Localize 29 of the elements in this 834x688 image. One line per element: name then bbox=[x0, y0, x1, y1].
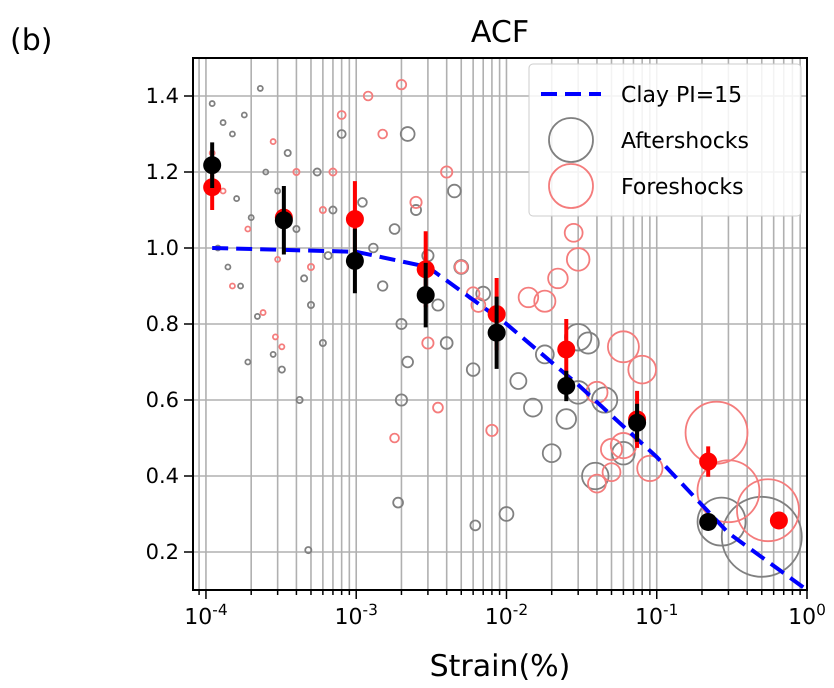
point bbox=[628, 414, 646, 432]
y-tick-label: 0.6 bbox=[146, 388, 179, 412]
point bbox=[203, 156, 222, 174]
y-tick-label: 1.0 bbox=[146, 236, 179, 260]
point bbox=[488, 324, 506, 342]
x-tick-label: 10$^{-1}$ bbox=[635, 601, 678, 630]
x-tick-label: 10$^{-3}$ bbox=[334, 601, 378, 630]
point bbox=[346, 210, 364, 228]
point bbox=[557, 340, 576, 358]
point bbox=[770, 511, 788, 530]
point bbox=[699, 452, 718, 471]
point bbox=[416, 286, 435, 304]
x-axis-title: Strain(%) bbox=[430, 649, 570, 684]
y-tick-label: 1.2 bbox=[146, 160, 179, 184]
legend-label: Clay PI=15 bbox=[621, 83, 742, 108]
y-tick-label: 0.8 bbox=[146, 312, 179, 336]
chart-title: ACF bbox=[470, 15, 530, 50]
point bbox=[557, 376, 576, 395]
y-tick-label: 1.4 bbox=[146, 84, 179, 108]
y-tick-label: 0.2 bbox=[146, 540, 179, 564]
point bbox=[346, 252, 364, 270]
legend-label: Aftershocks bbox=[621, 129, 749, 154]
x-tick-label: 10$^{-4}$ bbox=[184, 601, 228, 630]
text: (b) bbox=[10, 23, 52, 58]
x-tick-label: 10$^{-2}$ bbox=[484, 601, 528, 630]
y-tick-label: 0.4 bbox=[146, 464, 179, 488]
point bbox=[699, 512, 718, 531]
legend-label: Foreshocks bbox=[621, 175, 744, 200]
x-tick-label: 10$^{0}$ bbox=[788, 601, 826, 630]
